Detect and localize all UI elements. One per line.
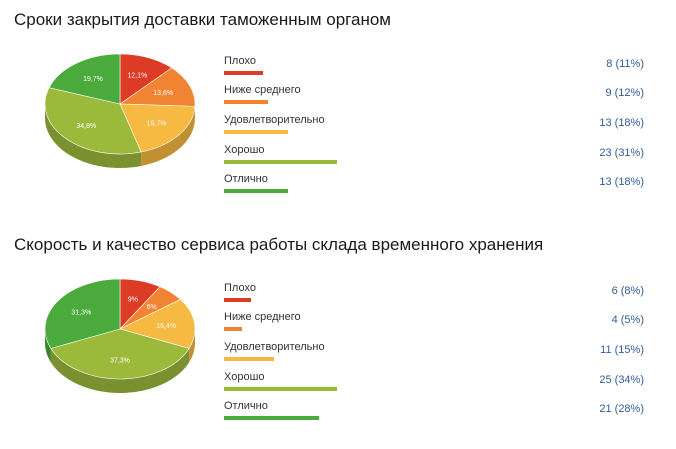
legend-label: Хорошо: [224, 371, 265, 383]
pie-slice: [48, 53, 121, 105]
legend-bar: [224, 327, 242, 331]
legend-label: Хорошо: [224, 144, 265, 156]
pie-slice-side: [50, 348, 190, 393]
legend-bar: [224, 71, 263, 75]
legend-bar: [224, 100, 268, 104]
legend-label: Ниже среднего: [224, 311, 301, 323]
pie-chart: 12,1% 13,6% 19,7% 34,8% 19,7%: [44, 53, 196, 168]
legend-item: Отлично 13 (18%): [224, 173, 644, 201]
legend-bar: [224, 357, 274, 361]
legend-value: 21 (28%): [599, 403, 644, 415]
pie-slice: [44, 87, 142, 155]
legend-value: 11 (15%): [600, 344, 644, 356]
pie-chart: 9% 6% 16,4% 37,3% 31,3%: [44, 278, 196, 393]
legend-item: Хорошо 25 (34%): [224, 371, 644, 399]
pie-slice-label: 34,8%: [76, 123, 96, 130]
pie-slice-label: 16,4%: [156, 323, 176, 330]
pie-slice: [44, 278, 121, 349]
pie-slice-side: [45, 104, 142, 168]
legend-item: Плохо 8 (11%): [224, 55, 644, 83]
legend-bar: [224, 416, 319, 420]
pie-slice-label: 9%: [128, 297, 138, 304]
pie-slice-label: 37,3%: [110, 358, 130, 365]
pie-slice: [50, 328, 190, 380]
legend-item: Удовлетворительно 11 (15%): [224, 341, 644, 369]
legend-item: Хорошо 23 (31%): [224, 144, 644, 172]
legend-label: Отлично: [224, 400, 268, 412]
legend-label: Удовлетворительно: [224, 341, 325, 353]
legend-bar: [224, 160, 337, 164]
legend-bar: [224, 387, 337, 391]
legend-label: Ниже среднего: [224, 84, 301, 96]
pie-slice-side: [45, 329, 51, 363]
pie-slice: [119, 67, 196, 107]
legend-value: 8 (11%): [606, 58, 644, 70]
legend-label: Удовлетворительно: [224, 114, 325, 126]
legend-label: Плохо: [224, 55, 256, 67]
pie-slice: [119, 299, 196, 349]
legend-item: Ниже среднего 4 (5%): [224, 311, 644, 339]
legend-value: 25 (34%): [599, 374, 644, 386]
pie-slice-label: 19,7%: [83, 76, 103, 83]
legend-value: 13 (18%): [599, 117, 644, 129]
legend-value: 9 (12%): [605, 87, 644, 99]
pie-slice-label: 13,6%: [153, 90, 173, 97]
legend-label: Отлично: [224, 173, 268, 185]
pie-slice-side: [189, 329, 195, 363]
legend-bar: [224, 298, 251, 302]
pie-slice: [119, 103, 196, 153]
chart-section-1: Сроки закрытия доставки таможенным орган…: [0, 0, 676, 224]
legend-item: Ниже среднего 9 (12%): [224, 84, 644, 112]
pie-slice-label: 12,1%: [127, 73, 147, 80]
legend-value: 23 (31%): [599, 147, 644, 159]
legend-item: Удовлетворительно 13 (18%): [224, 114, 644, 142]
legend-bar: [224, 130, 288, 134]
legend-item: Плохо 6 (8%): [224, 282, 644, 310]
legend-value: 4 (5%): [611, 314, 644, 326]
legend-value: 6 (8%): [611, 285, 644, 297]
legend-value: 13 (18%): [599, 176, 644, 188]
chart-section-2: Скорость и качество сервиса работы склад…: [0, 225, 676, 449]
legend-label: Плохо: [224, 282, 256, 294]
legend-bar: [224, 189, 288, 193]
legend-item: Отлично 21 (28%): [224, 400, 644, 428]
pie-slice-label: 6%: [147, 304, 157, 311]
pie-slice-side: [141, 106, 195, 166]
pie-slice-label: 19,7%: [147, 121, 167, 128]
pie-slice-label: 31,3%: [71, 309, 91, 316]
chart-title: Скорость и качество сервиса работы склад…: [14, 235, 544, 254]
chart-title: Сроки закрытия доставки таможенным орган…: [14, 10, 391, 29]
